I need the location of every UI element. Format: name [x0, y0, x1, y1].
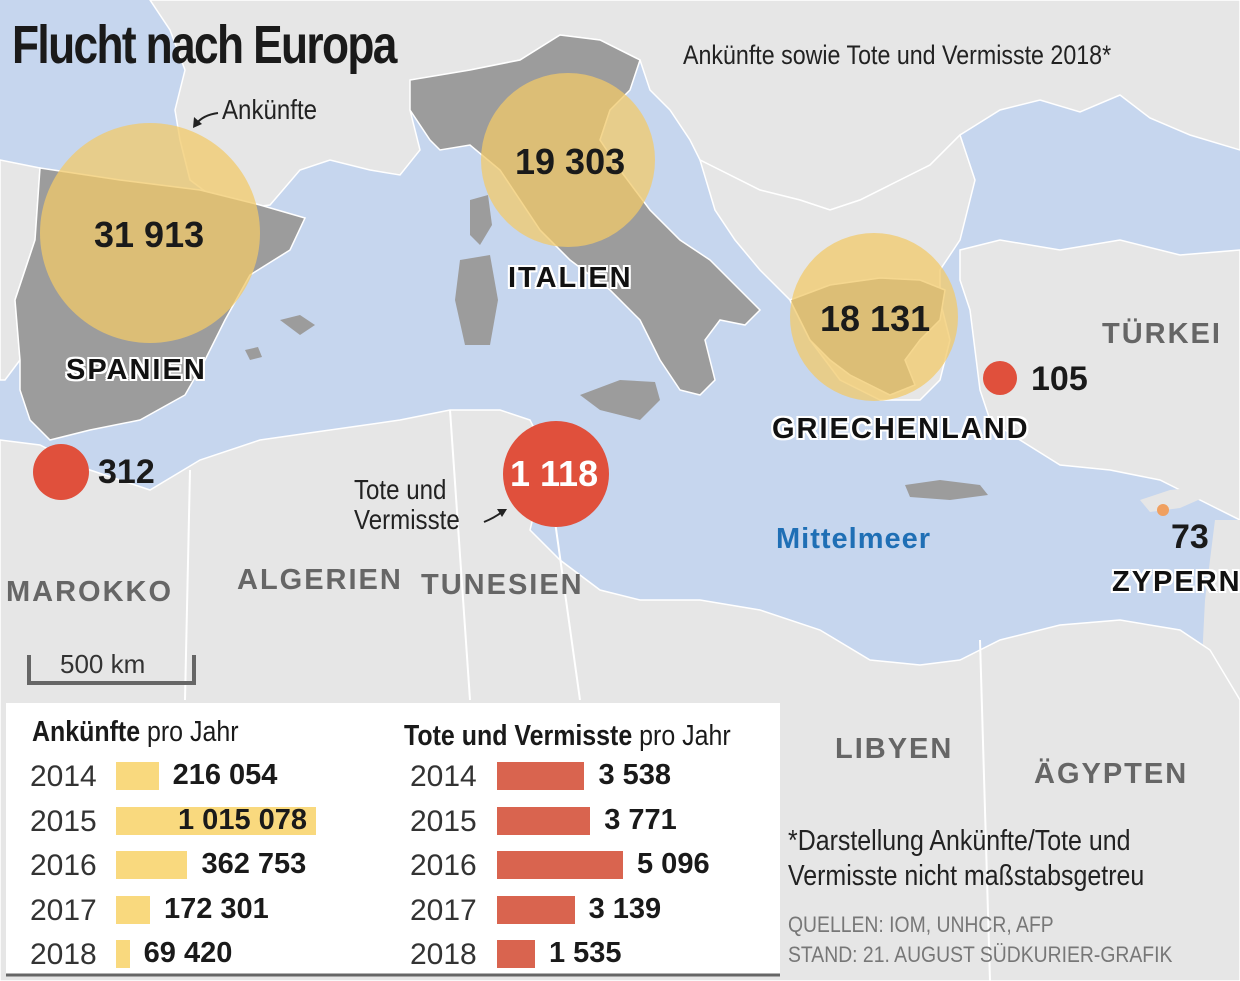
footnote-line1: *Darstellung Ankünfte/Tote und	[788, 825, 1131, 857]
bubble-dead-east	[983, 361, 1017, 395]
value-arrivals-italy: 19 303	[515, 141, 626, 182]
annotation-dead-line1: Tote und	[354, 474, 447, 505]
land-sardinia	[455, 255, 498, 345]
footnote: *Darstellung Ankünfte/Tote und Vermisste…	[788, 824, 1144, 894]
year-label-arrivals-2015: 2015	[30, 805, 97, 838]
value-dead-cyprus: 73	[1171, 518, 1209, 556]
bar-value-arrivals-2014: 216 054	[172, 759, 278, 791]
label-turkey: TÜRKEI	[1102, 318, 1222, 350]
scale-bar-label: 500 km	[60, 649, 146, 679]
label-egypt: ÄGYPTEN	[1034, 758, 1189, 790]
bar-arrivals-2014	[116, 762, 159, 790]
year-label-arrivals-2016: 2016	[30, 849, 97, 882]
bar-dead-2015	[497, 807, 591, 835]
land-turkey	[959, 239, 1240, 521]
stats-panel-bg	[6, 703, 780, 975]
year-label-dead-2014: 2014	[410, 760, 477, 793]
land-balearics	[245, 315, 315, 360]
label-cyprus: ZYPERN	[1112, 566, 1240, 598]
label-libya: LIBYEN	[835, 733, 954, 765]
label-sea: Mittelmeer	[776, 523, 932, 555]
land-cyprus	[1140, 487, 1205, 512]
year-label-dead-2018: 2018	[410, 938, 477, 971]
land-sicily	[580, 380, 660, 420]
chart-arrivals-title: Ankünfte pro Jahr	[32, 716, 239, 749]
arrow-dead-head-icon	[497, 509, 507, 517]
label-greece: GRIECHENLAND	[772, 413, 1030, 445]
bar-value-arrivals-2018: 69 420	[143, 937, 233, 969]
year-label-arrivals-2018: 2018	[30, 938, 97, 971]
sources: QUELLEN: IOM, UNHCR, AFP STAND: 21. AUGU…	[788, 910, 1172, 970]
value-dead-east: 105	[1031, 360, 1088, 398]
bar-value-arrivals-2015: 1 015 078	[178, 804, 308, 836]
sources-line1: QUELLEN: IOM, UNHCR, AFP	[788, 912, 1054, 937]
border-lines	[184, 409, 991, 981]
bubble-arrivals-spain	[40, 123, 260, 343]
bubble-dead-cyprus	[1157, 504, 1169, 516]
year-label-dead-2016: 2016	[410, 849, 477, 882]
bar-value-dead-2018: 1 535	[548, 937, 622, 969]
page-title: Flucht nach Europa	[12, 15, 397, 75]
value-arrivals-spain: 31 913	[94, 214, 205, 255]
value-arrivals-greece: 18 131	[820, 298, 931, 339]
bar-value-arrivals-2017: 172 301	[163, 893, 269, 925]
year-label-dead-2015: 2015	[410, 805, 477, 838]
arrow-arrivals-head-icon	[193, 117, 202, 128]
bar-arrivals-2018	[116, 940, 130, 968]
bubble-dead-west	[33, 444, 89, 500]
bar-arrivals-2016	[116, 851, 188, 879]
value-dead-west: 312	[98, 453, 155, 491]
scale-bar-icon	[27, 655, 196, 685]
label-tunisia: TUNESIEN	[421, 569, 584, 601]
value-dead-central: 1 118	[510, 453, 599, 494]
bar-arrivals-2015	[116, 807, 316, 835]
sources-line2: STAND: 21. AUGUST SÜDKURIER-GRAFIK	[788, 942, 1173, 967]
chart-dead-title-bold: Tote und Vermisste	[404, 720, 633, 752]
bar-arrivals-2017	[116, 896, 150, 924]
bar-value-arrivals-2016: 362 753	[201, 848, 307, 880]
chart-dead-title: Tote und Vermisste pro Jahr	[404, 720, 731, 753]
bubble-dead-central	[503, 421, 609, 527]
year-label-dead-2017: 2017	[410, 894, 477, 927]
label-morocco: MAROKKO	[6, 576, 174, 608]
year-label-arrivals-2017: 2017	[30, 894, 97, 927]
annotation-arrivals: Ankünfte	[222, 94, 318, 125]
bar-value-dead-2014: 3 538	[598, 759, 672, 791]
bar-dead-2018	[497, 940, 535, 968]
label-spain: SPANIEN	[66, 354, 207, 386]
bubble-arrivals-italy	[481, 73, 655, 247]
label-italy: ITALIEN	[508, 262, 633, 294]
bar-value-dead-2017: 3 139	[588, 893, 662, 925]
bubble-arrivals-greece	[790, 233, 958, 401]
chart-arrivals-title-bold: Ankünfte	[32, 716, 141, 748]
bar-dead-2016	[497, 851, 623, 879]
bar-value-dead-2016: 5 096	[637, 848, 710, 880]
bar-dead-2017	[497, 896, 575, 924]
footnote-line2: Vermisste nicht maßstabsgetreu	[788, 860, 1145, 892]
page-subtitle: Ankünfte sowie Tote und Vermisste 2018*	[683, 40, 1112, 70]
annotation-dead-line2: Vermisste	[354, 504, 460, 535]
chart-arrivals-title-rest: pro Jahr	[140, 716, 239, 748]
land-corsica	[470, 195, 492, 245]
bar-dead-2014	[497, 762, 585, 790]
bar-value-dead-2015: 3 771	[604, 804, 677, 836]
year-label-arrivals-2014: 2014	[30, 760, 97, 793]
label-algeria: ALGERIEN	[237, 564, 403, 596]
land-crete	[905, 480, 988, 500]
chart-dead-title-rest: pro Jahr	[632, 720, 731, 752]
